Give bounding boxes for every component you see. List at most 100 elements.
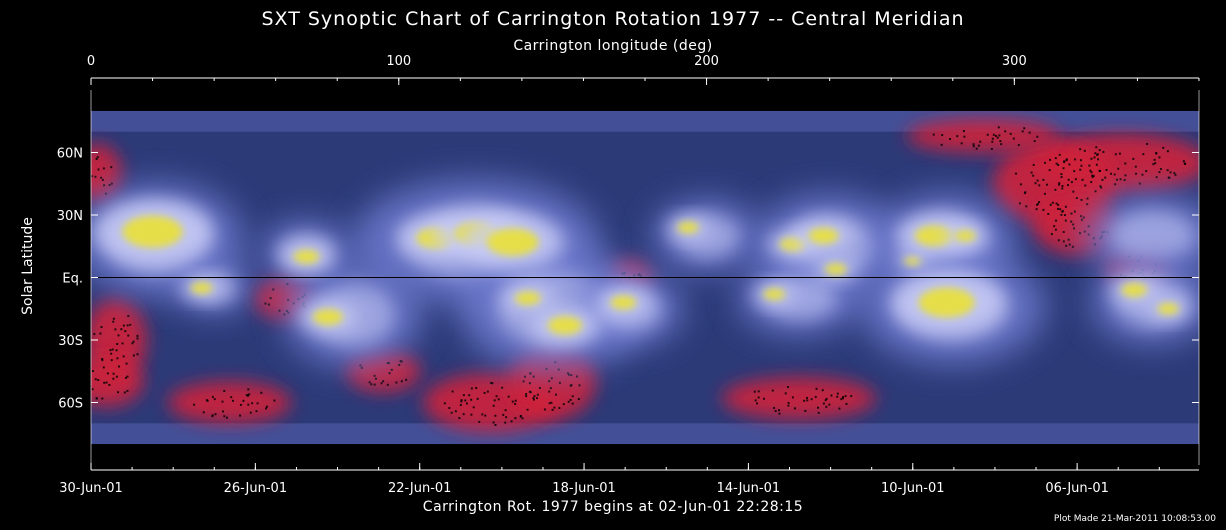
hole-speckle (1088, 164, 1091, 167)
hole-speckle (548, 390, 551, 393)
hole-speckle (1086, 203, 1089, 206)
hole-speckle (478, 420, 481, 423)
hole-speckle (490, 381, 493, 384)
hole-speckle (249, 411, 252, 414)
hole-speckle (817, 406, 820, 409)
hole-speckle (213, 398, 216, 401)
hole-speckle (108, 183, 111, 186)
hole-speckle (127, 315, 130, 318)
hole-speckle (1168, 176, 1171, 179)
hole-speckle (771, 389, 774, 392)
hole-speckle (1182, 160, 1185, 163)
hole-speckle (994, 134, 997, 137)
hole-speckle (1101, 178, 1104, 181)
hole-speckle (256, 402, 259, 405)
hole-speckle (1060, 173, 1063, 176)
hole-speckle (1080, 164, 1083, 167)
hole-speckle (266, 405, 269, 408)
hole-speckle (211, 395, 214, 398)
hole-speckle (458, 416, 461, 419)
hole-speckle (956, 135, 959, 138)
hole-speckle (787, 404, 790, 407)
hole-speckle (223, 389, 226, 392)
hole-speckle (1119, 178, 1122, 181)
hole-speckle (388, 372, 391, 375)
hole-speckle (1032, 174, 1035, 177)
hole-speckle (1057, 183, 1060, 186)
hole-speckle (1000, 143, 1003, 146)
hole-speckle (110, 359, 113, 362)
hole-speckle (972, 143, 975, 146)
hole-speckle (1048, 169, 1051, 172)
hole-speckle (1091, 175, 1094, 178)
hole-speckle (979, 140, 982, 143)
hole-speckle (1053, 225, 1056, 228)
hole-speckle (103, 184, 106, 187)
hole-speckle (1100, 186, 1103, 189)
hole-speckle (110, 182, 113, 185)
hole-speckle (507, 395, 510, 398)
hole-speckle (562, 403, 565, 406)
hole-speckle (273, 399, 276, 402)
hole-speckle (1166, 169, 1169, 172)
hole-speckle (1153, 158, 1156, 161)
hole-speckle (96, 156, 99, 159)
hole-speckle (553, 406, 556, 409)
hole-speckle (398, 364, 401, 367)
bottom-tick-label: 06-Jun-01 (1045, 481, 1109, 496)
hole-speckle (778, 412, 781, 415)
hole-speckle (91, 370, 94, 373)
hole-speckle (374, 377, 377, 380)
hole-speckle (1094, 190, 1097, 193)
hole-speckle (1080, 218, 1083, 221)
hole-speckle (104, 192, 107, 195)
hole-speckle (1061, 210, 1064, 213)
hole-speckle (1142, 153, 1145, 156)
hole-speckle (443, 402, 446, 405)
hole-speckle (373, 374, 376, 377)
hole-speckle (497, 398, 500, 401)
hole-speckle (536, 397, 539, 400)
hole-speckle (470, 398, 473, 401)
hole-speckle (91, 388, 94, 391)
hole-speckle (102, 366, 105, 369)
hole-speckle (975, 147, 978, 150)
hole-speckle (1012, 137, 1015, 140)
hole-speckle (1173, 172, 1176, 175)
hole-speckle (91, 175, 93, 178)
hole-speckle (132, 340, 135, 343)
hole-speckle (567, 400, 570, 403)
hole-speckle (1038, 201, 1041, 204)
hole-speckle (136, 353, 139, 356)
top-tick-label: 300 (1002, 54, 1027, 69)
hole-speckle (111, 348, 114, 351)
hole-speckle (1014, 172, 1017, 175)
hole-speckle (1051, 201, 1054, 204)
hole-speckle (504, 409, 507, 412)
hole-speckle (1132, 157, 1135, 160)
hole-speckle (1057, 203, 1060, 206)
hole-speckle (88, 190, 90, 192)
hole-speckle (791, 396, 794, 399)
hole-speckle (448, 407, 451, 410)
hole-speckle (1061, 185, 1064, 188)
hole-speckle (1043, 192, 1046, 195)
hole-speckle (1065, 159, 1068, 162)
hole-speckle (554, 393, 557, 396)
hole-speckle (106, 372, 109, 375)
hole-speckle (1035, 203, 1038, 206)
hole-speckle (836, 392, 839, 395)
hole-speckle (502, 413, 505, 416)
hole-speckle (386, 383, 389, 386)
active-region (904, 256, 922, 266)
hole-speckle (1094, 152, 1097, 155)
hole-speckle (115, 349, 118, 352)
hole-speckle (1073, 170, 1076, 173)
chart-title: SXT Synoptic Chart of Carrington Rotatio… (261, 8, 965, 30)
hole-speckle (1072, 190, 1075, 193)
hole-speckle (960, 142, 963, 145)
hole-speckle (118, 365, 121, 368)
hole-speckle (1055, 219, 1058, 222)
hole-speckle (1070, 181, 1073, 184)
